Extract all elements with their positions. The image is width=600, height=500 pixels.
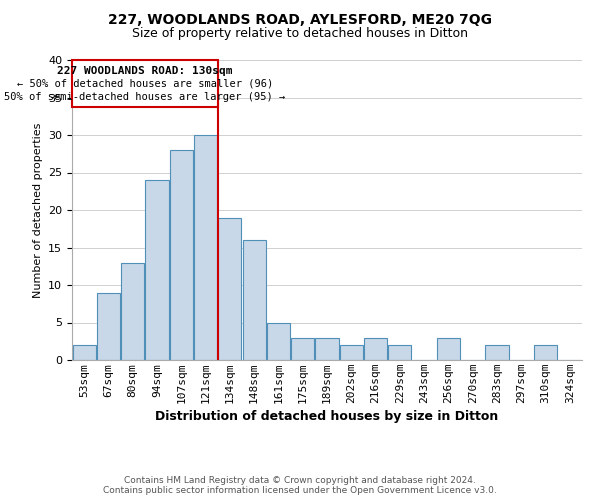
Bar (242, 240, 266, 360)
Bar (267, 322, 290, 360)
Y-axis label: Number of detached properties: Number of detached properties (32, 122, 43, 298)
Bar (316, 338, 338, 360)
Bar (364, 338, 387, 360)
Bar (218, 218, 241, 360)
Bar (121, 262, 144, 360)
X-axis label: Distribution of detached houses by size in Ditton: Distribution of detached houses by size … (155, 410, 499, 423)
Text: Contains HM Land Registry data © Crown copyright and database right 2024.
Contai: Contains HM Land Registry data © Crown c… (103, 476, 497, 495)
Text: 227 WOODLANDS ROAD: 130sqm: 227 WOODLANDS ROAD: 130sqm (57, 66, 233, 76)
Bar (291, 338, 314, 360)
Bar (73, 345, 95, 360)
Text: Size of property relative to detached houses in Ditton: Size of property relative to detached ho… (132, 28, 468, 40)
Bar (194, 135, 217, 360)
Bar (170, 150, 193, 360)
Bar (388, 345, 412, 360)
Bar (97, 292, 120, 360)
Bar (72, 60, 218, 106)
Text: ← 50% of detached houses are smaller (96): ← 50% of detached houses are smaller (96… (17, 78, 273, 89)
Bar (145, 180, 169, 360)
Text: 227, WOODLANDS ROAD, AYLESFORD, ME20 7QG: 227, WOODLANDS ROAD, AYLESFORD, ME20 7QG (108, 12, 492, 26)
Bar (534, 345, 557, 360)
Bar (340, 345, 363, 360)
Bar (437, 338, 460, 360)
Bar (485, 345, 509, 360)
Text: 50% of semi-detached houses are larger (95) →: 50% of semi-detached houses are larger (… (4, 92, 286, 102)
